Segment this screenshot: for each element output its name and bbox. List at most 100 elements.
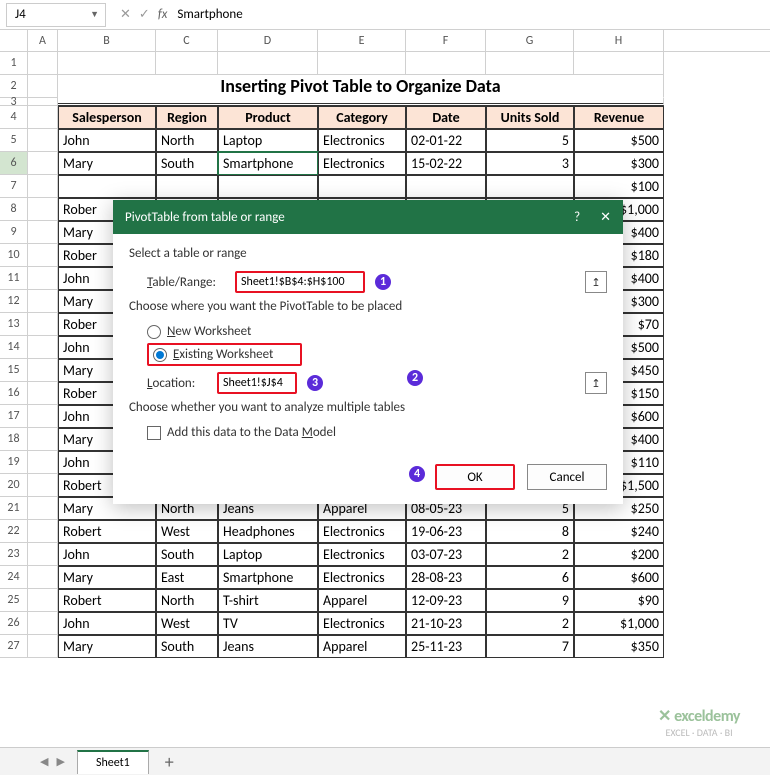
cell[interactable]: $300: [574, 152, 664, 175]
cell[interactable]: [28, 474, 58, 497]
row-header[interactable]: 7: [0, 175, 28, 198]
cell[interactable]: Electronics: [318, 612, 406, 635]
chevron-down-icon[interactable]: ▼: [90, 9, 99, 20]
row-header[interactable]: 4: [0, 106, 28, 129]
cell[interactable]: [28, 359, 58, 382]
cell[interactable]: [28, 589, 58, 612]
row-header[interactable]: 19: [0, 451, 28, 474]
cell[interactable]: Apparel: [318, 635, 406, 658]
cell[interactable]: Electronics: [318, 152, 406, 175]
cell[interactable]: $350: [574, 635, 664, 658]
cell[interactable]: North: [156, 589, 218, 612]
cell[interactable]: [58, 52, 156, 75]
cell[interactable]: T-shirt: [218, 589, 318, 612]
cell[interactable]: 5: [486, 129, 574, 152]
cell[interactable]: [28, 566, 58, 589]
select-all-corner[interactable]: [0, 30, 28, 51]
cell[interactable]: [28, 451, 58, 474]
cell[interactable]: Electronics: [318, 566, 406, 589]
cell[interactable]: 25-11-23: [406, 635, 486, 658]
cell[interactable]: [28, 313, 58, 336]
cell[interactable]: Headphones: [218, 520, 318, 543]
cell[interactable]: $500: [574, 129, 664, 152]
cell[interactable]: [28, 290, 58, 313]
row-header[interactable]: 10: [0, 244, 28, 267]
row-header[interactable]: 13: [0, 313, 28, 336]
row-header[interactable]: 25: [0, 589, 28, 612]
cell[interactable]: Robert: [58, 520, 156, 543]
add-sheet-icon[interactable]: +: [165, 751, 174, 773]
cell[interactable]: [218, 175, 318, 198]
cell[interactable]: Mary: [58, 566, 156, 589]
row-header[interactable]: 9: [0, 221, 28, 244]
title-cell[interactable]: Inserting Pivot Table to Organize Data: [58, 75, 664, 98]
cell[interactable]: [28, 405, 58, 428]
cell[interactable]: Jeans: [218, 635, 318, 658]
cell[interactable]: $1,000: [574, 612, 664, 635]
cell[interactable]: [28, 152, 58, 175]
cell[interactable]: [28, 267, 58, 290]
cell[interactable]: [28, 382, 58, 405]
cell[interactable]: 3: [486, 152, 574, 175]
cell[interactable]: Smartphone: [218, 152, 318, 175]
cell[interactable]: 28-08-23: [406, 566, 486, 589]
cell[interactable]: 03-07-23: [406, 543, 486, 566]
check-icon[interactable]: ✓: [139, 7, 150, 22]
cell[interactable]: [28, 75, 58, 98]
cell[interactable]: 02-01-22: [406, 129, 486, 152]
cell[interactable]: [156, 175, 218, 198]
cell[interactable]: Smartphone: [218, 566, 318, 589]
dialog-titlebar[interactable]: PivotTable from table or range ? ✕: [113, 200, 623, 234]
table-range-input[interactable]: [235, 271, 365, 293]
cell[interactable]: $240: [574, 520, 664, 543]
cell[interactable]: [28, 106, 58, 129]
cell[interactable]: $100: [574, 175, 664, 198]
close-icon[interactable]: ✕: [600, 210, 611, 225]
cell[interactable]: 21-10-23: [406, 612, 486, 635]
cell[interactable]: Product: [218, 106, 318, 129]
existing-worksheet-radio[interactable]: Existing Worksheet: [147, 343, 302, 366]
cell[interactable]: [28, 336, 58, 359]
row-header[interactable]: 11: [0, 267, 28, 290]
column-header[interactable]: H: [574, 30, 664, 51]
cell[interactable]: South: [156, 635, 218, 658]
new-worksheet-radio[interactable]: New Worksheet: [147, 324, 607, 339]
fx-icon[interactable]: fx: [158, 7, 168, 22]
cell[interactable]: [574, 52, 664, 75]
cell[interactable]: [28, 221, 58, 244]
location-input[interactable]: [217, 372, 297, 394]
cell[interactable]: Category: [318, 106, 406, 129]
range-picker-icon[interactable]: ↥: [585, 271, 607, 293]
cell[interactable]: John: [58, 129, 156, 152]
row-header[interactable]: 8: [0, 198, 28, 221]
cell[interactable]: 8: [486, 520, 574, 543]
row-header[interactable]: 5: [0, 129, 28, 152]
cell[interactable]: [28, 129, 58, 152]
cell[interactable]: West: [156, 520, 218, 543]
cell[interactable]: 6: [486, 566, 574, 589]
cell[interactable]: South: [156, 152, 218, 175]
cell[interactable]: [28, 52, 58, 75]
range-picker-icon[interactable]: ↥: [585, 372, 607, 394]
cell[interactable]: [28, 175, 58, 198]
cell[interactable]: $600: [574, 566, 664, 589]
cell[interactable]: 12-09-23: [406, 589, 486, 612]
cell[interactable]: Salesperson: [58, 106, 156, 129]
row-header[interactable]: 14: [0, 336, 28, 359]
cell[interactable]: [28, 98, 58, 106]
column-header[interactable]: F: [406, 30, 486, 51]
cell[interactable]: $90: [574, 589, 664, 612]
cell[interactable]: Date: [406, 106, 486, 129]
cell[interactable]: 9: [486, 589, 574, 612]
row-header[interactable]: 16: [0, 382, 28, 405]
cell[interactable]: [318, 175, 406, 198]
column-header[interactable]: C: [156, 30, 218, 51]
row-header[interactable]: 3: [0, 98, 28, 106]
cell[interactable]: [28, 635, 58, 658]
cell[interactable]: 19-06-23: [406, 520, 486, 543]
cell[interactable]: [28, 428, 58, 451]
cell[interactable]: [486, 175, 574, 198]
row-header[interactable]: 24: [0, 566, 28, 589]
sheet-tab[interactable]: Sheet1: [77, 750, 149, 774]
cell[interactable]: 2: [486, 543, 574, 566]
